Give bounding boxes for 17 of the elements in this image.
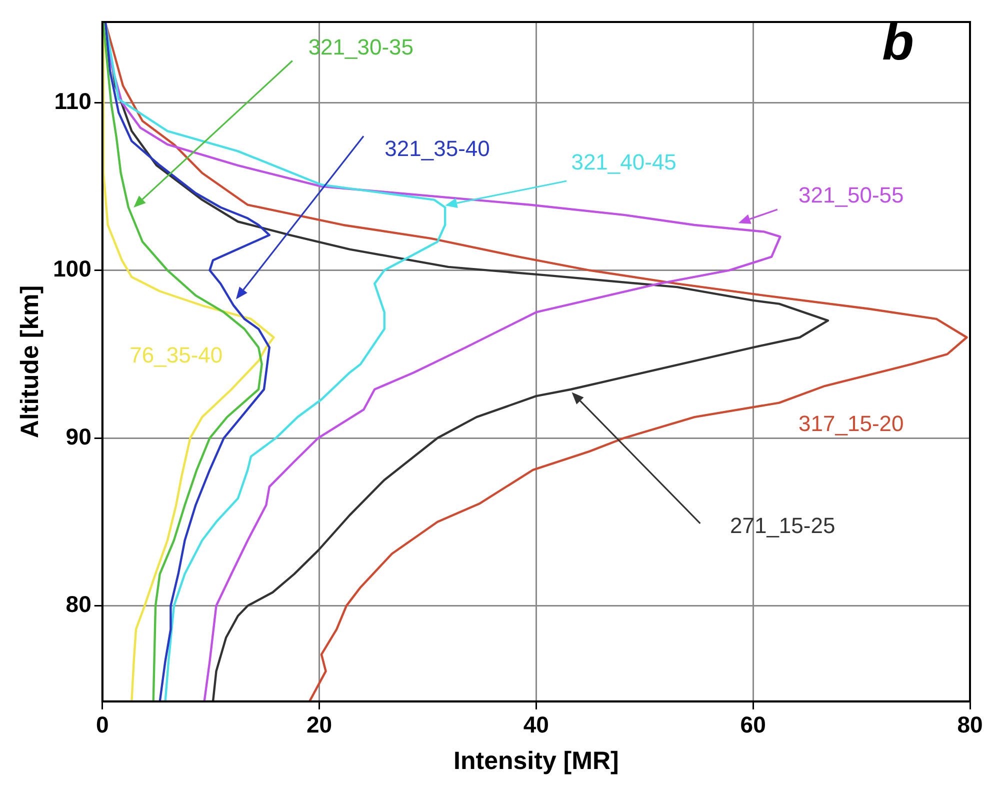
y-tick-label: 110: [54, 88, 92, 114]
y-tick-label: 80: [66, 591, 92, 618]
y-axis-title: Altitude [km]: [16, 285, 44, 438]
x-tick-label: 0: [96, 712, 109, 738]
annotation: b: [882, 13, 914, 72]
y-tick-label: 90: [66, 423, 92, 450]
series-label: 76_35-40: [130, 342, 223, 368]
text: 321_35-40: [384, 136, 490, 161]
x-tick-label: 80: [957, 712, 983, 738]
x-tick-label: 20: [306, 712, 332, 738]
x-tick-label: 60: [740, 712, 766, 738]
text: 321_40-45: [571, 149, 676, 174]
x-tick-label: 40: [523, 712, 549, 738]
series-label: 321_50-55: [798, 182, 904, 208]
y-tick-label: 100: [53, 256, 92, 282]
x-axis-title: Intensity [MR]: [454, 746, 619, 775]
series-label: 317_15-20: [798, 410, 904, 436]
